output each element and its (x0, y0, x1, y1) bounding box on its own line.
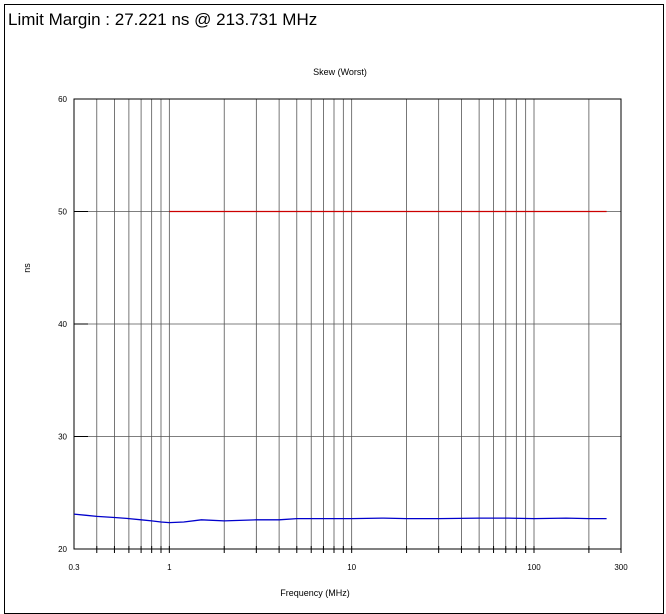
series-lines (73, 210, 607, 524)
series-line-2 (73, 513, 607, 524)
x-tick-label: 0.3 (68, 563, 80, 572)
x-tick-label: 300 (614, 563, 628, 572)
chart-title: Skew (Worst) (313, 67, 367, 77)
x-tick-marks: 0.3 1 10 100 300 (68, 546, 628, 572)
y-tick-label: 50 (58, 208, 67, 217)
y-tick-label: 60 (58, 95, 67, 104)
x-axis-label: Frequency (MHz) (280, 588, 350, 598)
grid-lines (74, 99, 621, 549)
y-axis-label: ns (22, 263, 32, 273)
x-tick-label: 10 (347, 563, 356, 572)
y-tick-marks: 20 30 40 50 60 (58, 95, 88, 554)
y-tick-label: 40 (58, 320, 67, 329)
x-tick-label: 100 (527, 563, 541, 572)
y-tick-label: 20 (58, 545, 67, 554)
limit-margin-header: Limit Margin : 27.221 ns @ 213.731 MHz (8, 10, 318, 29)
x-tick-label: 1 (167, 563, 172, 572)
y-tick-label: 30 (58, 433, 67, 442)
